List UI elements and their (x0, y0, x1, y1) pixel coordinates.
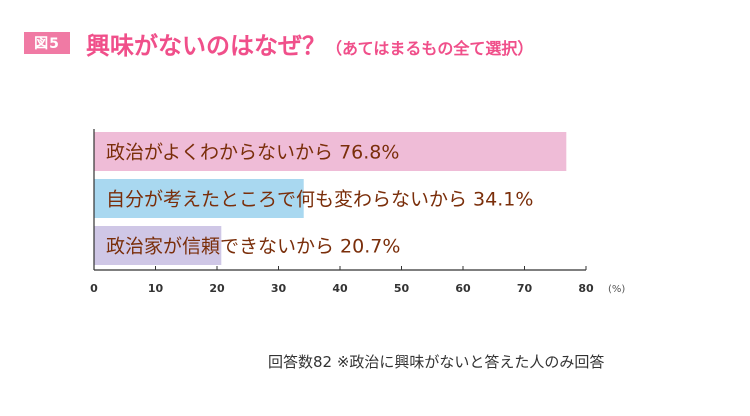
x-tick-label-60: 60 (455, 282, 471, 295)
bar-2 (94, 179, 304, 218)
figure-number-badge: 図5 (24, 32, 70, 54)
x-tick-label-10: 10 (148, 282, 164, 295)
bar-label-1: 政治がよくわからないから 76.8% (106, 142, 399, 164)
footnote: 回答数82 ※政治に興味がないと答えた人のみ回答 (268, 353, 605, 371)
bar-label-3: 政治家が信頼できないから 20.7% (106, 236, 400, 258)
chart-title: 興味がないのはなぜ？（あてはまるもの全て選択） (86, 26, 533, 61)
x-tick-label-30: 30 (271, 282, 287, 295)
bar-1 (94, 132, 567, 171)
x-tick-label-0: 0 (90, 282, 98, 295)
chart-title-subtitle: （あてはまるもの全て選択） (326, 39, 534, 58)
x-tick-label-20: 20 (209, 282, 225, 295)
bar-3 (94, 226, 222, 265)
bar-label-2: 自分が考えたところで何も変わらないから 34.1% (106, 189, 533, 211)
x-tick-label-50: 50 (394, 282, 410, 295)
x-axis-unit: (%) (608, 284, 625, 295)
x-tick-label-80: 80 (578, 282, 594, 295)
x-tick-label-40: 40 (332, 282, 348, 295)
x-tick-label-70: 70 (517, 282, 533, 295)
chart-title-main: 興味がないのはなぜ？ (86, 32, 326, 60)
